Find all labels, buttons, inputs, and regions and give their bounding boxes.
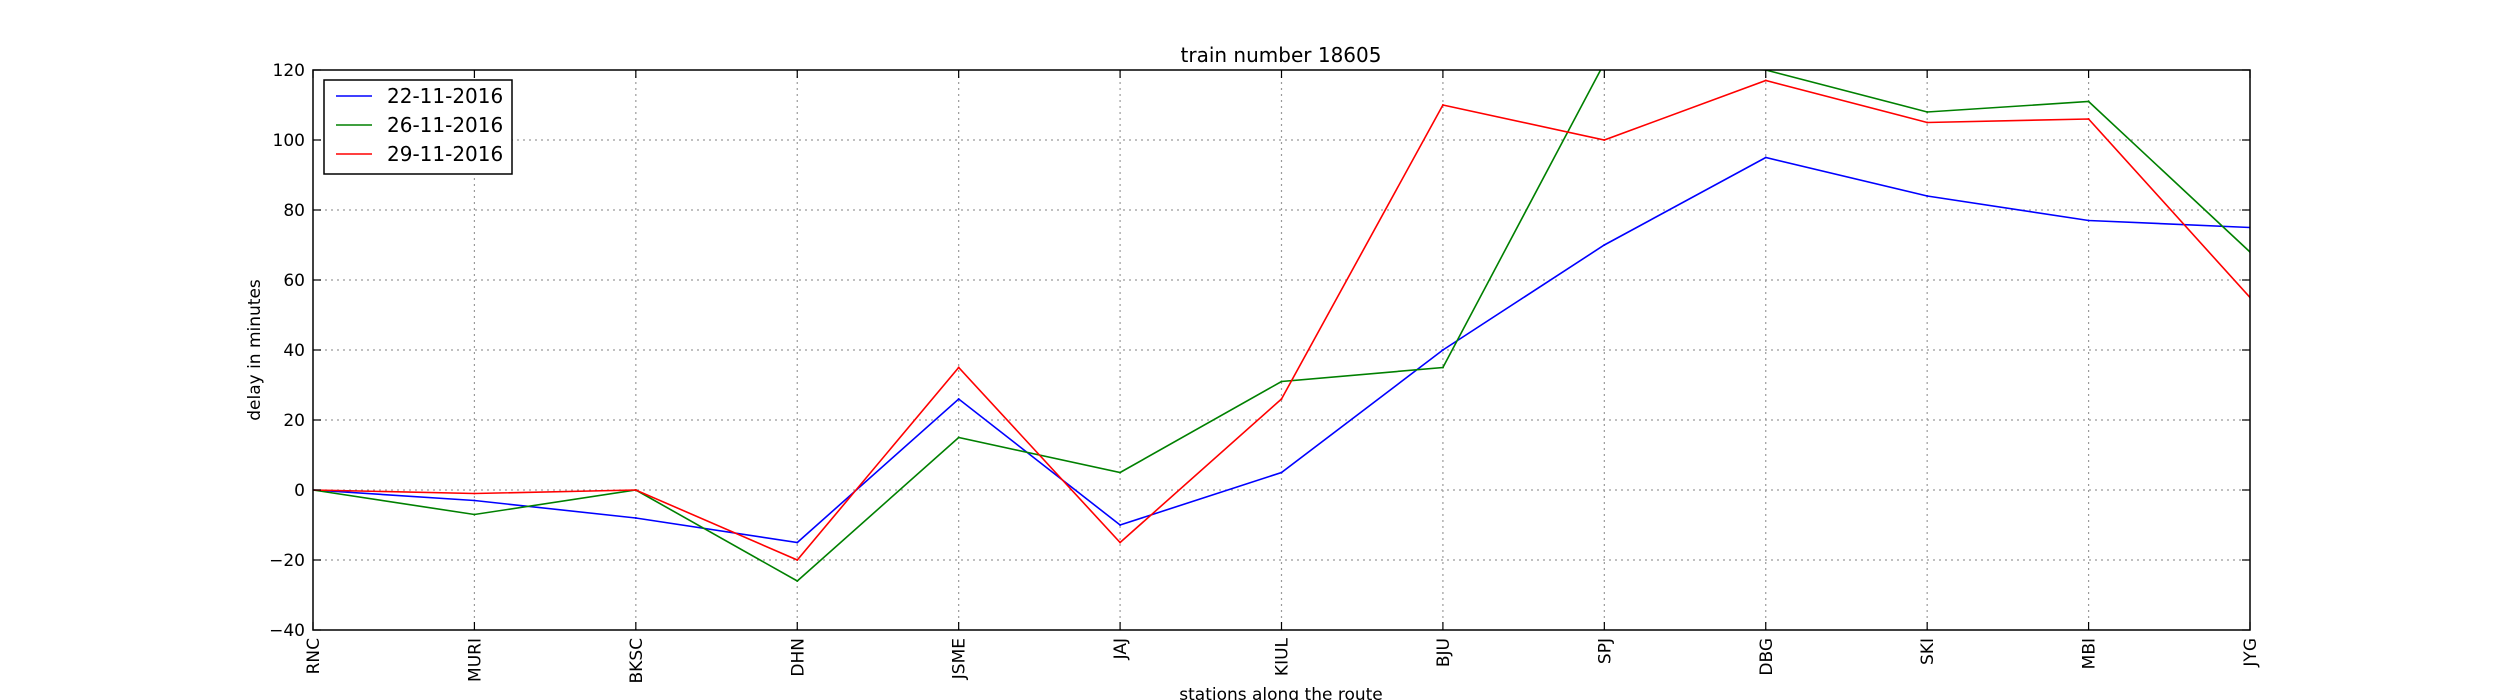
data-point — [473, 499, 476, 502]
data-point — [2087, 118, 2090, 120]
data-point — [1280, 398, 1283, 400]
y-tick-label: −20 — [269, 551, 305, 571]
y-tick-label: 100 — [273, 131, 305, 151]
x-tick-label: MURI — [465, 638, 485, 682]
data-point — [796, 541, 799, 544]
data-point — [796, 580, 799, 582]
x-tick-label: BKSC — [627, 638, 647, 683]
data-point — [1603, 62, 1605, 64]
data-point — [473, 492, 476, 495]
y-tick-label: 60 — [283, 271, 305, 291]
x-tick-label: BJU — [1434, 638, 1454, 667]
data-point — [796, 559, 799, 561]
legend-label: 26-11-2016 — [387, 113, 503, 137]
data-point — [634, 517, 637, 519]
x-tick-label: MBI — [2080, 638, 2100, 669]
series-line — [313, 79, 2250, 561]
data-point — [1280, 380, 1283, 383]
data-point — [1119, 524, 1122, 526]
x-tick-label: KIUL — [1273, 637, 1293, 676]
y-tick-label: 80 — [283, 201, 305, 221]
x-tick-label: JAJ — [1111, 638, 1131, 660]
data-point — [1280, 471, 1283, 474]
x-tick-label: DHN — [788, 638, 808, 677]
data-point — [2087, 100, 2090, 103]
data-point — [1441, 366, 1444, 369]
legend-label: 22-11-2016 — [387, 84, 503, 108]
y-tick-label: 120 — [273, 61, 305, 81]
y-tick-label: 40 — [283, 341, 305, 361]
x-tick-labels: RNC MURI BKSC DHN JSME JAJ KIUL BJU SPJ DBG SKI MBI… — [304, 637, 2261, 683]
data-point — [1764, 79, 1767, 82]
data-point — [1926, 195, 1929, 197]
x-tick-label: SKI — [1918, 638, 1938, 665]
x-tick-label: RNC — [304, 638, 324, 674]
data-point — [634, 489, 637, 491]
data-point — [1119, 541, 1122, 544]
data-point — [473, 513, 476, 516]
x-tick-label: JYG — [2241, 638, 2261, 668]
data-point — [2087, 219, 2090, 222]
data-point — [1764, 156, 1767, 159]
data-point — [957, 436, 960, 439]
legend-label: 29-11-2016 — [387, 142, 503, 166]
data-point — [1441, 349, 1444, 351]
y-tick-labels: −40 −20 0 20 40 60 80 100 120 — [269, 61, 305, 641]
data-point — [1603, 244, 1606, 246]
x-tick-label: SPJ — [1595, 638, 1615, 664]
y-tick-label: −40 — [269, 621, 305, 641]
series-lines — [313, 62, 2250, 582]
x-tick-label: DBG — [1757, 638, 1777, 676]
data-point — [1603, 139, 1606, 141]
data-point — [1441, 104, 1444, 106]
y-tick-label: 20 — [283, 411, 305, 431]
data-point — [957, 398, 960, 400]
legend: 22-11-2016 26-11-2016 29-11-2016 — [323, 79, 513, 175]
tick-marks — [312, 69, 2251, 631]
chart-title: train number 18605 — [1181, 43, 1382, 67]
data-point — [1926, 111, 1929, 113]
x-tick-label: JSME — [950, 638, 970, 680]
y-tick-label: 0 — [294, 481, 305, 501]
grid-layer — [313, 70, 2250, 630]
data-point — [1119, 471, 1122, 474]
y-axis-label: delay in minutes — [245, 279, 265, 421]
data-point — [957, 366, 960, 369]
x-axis-label: stations along the route — [1179, 685, 1383, 700]
data-point — [1926, 121, 1929, 124]
